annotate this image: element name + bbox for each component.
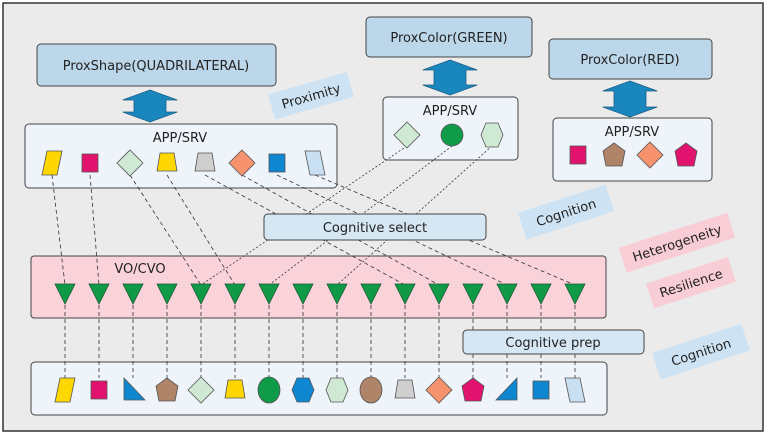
- resource-pentagon-icon: [461, 377, 485, 402]
- app-left-parallelogram-icon: [41, 150, 63, 176]
- vo-node-triangle-icon: [292, 283, 314, 305]
- app-left-parallelogram-r-icon: [304, 150, 326, 176]
- app-left-trapezoid-icon: [156, 152, 178, 172]
- svg-text:APP/SRV: APP/SRV: [153, 131, 208, 146]
- app-green-hexagon-icon: [480, 122, 504, 148]
- resource-pentagon-icon: [155, 377, 179, 402]
- resource-parallelogram-icon: [54, 377, 76, 403]
- svg-text:ProxColor(GREEN): ProxColor(GREEN): [390, 31, 507, 46]
- vo-node-triangle-icon: [462, 283, 484, 305]
- resource-ellipse-icon: [359, 376, 383, 404]
- app-red-diamond-icon: [636, 141, 664, 169]
- resource-square-icon: [90, 380, 108, 400]
- resource-trapezoid-icon: [224, 379, 246, 399]
- cognitive-prep-box: Cognitive prep: [462, 329, 645, 355]
- app-srv-box-left: APP/SRV: [24, 123, 338, 189]
- vo-node-triangle-icon: [564, 283, 586, 305]
- vo-node-triangle-icon: [122, 283, 144, 305]
- shape-mapping-line: [51, 174, 66, 286]
- proxcolor-red-box: ProxColor(RED): [548, 38, 713, 80]
- app-left-trapezoid-icon: [194, 152, 216, 172]
- resource-ltriangle-icon: [495, 377, 518, 401]
- resource-pool-box: [30, 361, 608, 416]
- vo-node-triangle-icon: [88, 283, 110, 305]
- cognitive-select-box: Cognitive select: [263, 213, 487, 241]
- resource-trapezoid-icon: [394, 379, 416, 399]
- shape-mapping-line: [129, 174, 202, 286]
- shape-mapping-line: [166, 174, 236, 286]
- double-arrow-icon: [122, 89, 178, 123]
- shape-mapping-line: [89, 174, 100, 286]
- resource-hexagon-icon: [291, 377, 315, 403]
- app-left-square-icon: [268, 153, 286, 173]
- vo-node-triangle-icon: [156, 283, 178, 305]
- vo-node-triangle-icon: [496, 283, 518, 305]
- vo-node-triangle-icon: [530, 283, 552, 305]
- proxshape-box: ProxShape(QUADRILATERAL): [36, 43, 277, 87]
- app-red-square-icon: [569, 145, 587, 165]
- app-left-square-icon: [81, 153, 99, 173]
- vo-node-triangle-icon: [224, 283, 246, 305]
- vo-node-triangle-icon: [258, 283, 280, 305]
- resource-diamond-icon: [425, 376, 453, 404]
- app-left-diamond-icon: [228, 149, 256, 177]
- svg-text:Cognitive prep: Cognitive prep: [505, 336, 600, 351]
- svg-text:APP/SRV: APP/SRV: [423, 104, 478, 119]
- resource-hexagon-icon: [325, 377, 349, 403]
- svg-text:APP/SRV: APP/SRV: [605, 125, 660, 140]
- svg-text:ProxColor(RED): ProxColor(RED): [580, 53, 679, 68]
- resource-square-icon: [532, 380, 550, 400]
- svg-text:Cognitive select: Cognitive select: [323, 221, 427, 236]
- resource-ellipse-icon: [257, 376, 281, 404]
- vo-node-triangle-icon: [54, 283, 76, 305]
- app-red-pentagon-icon: [674, 142, 698, 167]
- vo-cvo-box: VO/CVO: [30, 255, 607, 319]
- vo-node-triangle-icon: [190, 283, 212, 305]
- app-green-diamond-icon: [393, 121, 421, 149]
- proxcolor-green-box: ProxColor(GREEN): [365, 16, 533, 58]
- app-left-diamond-icon: [116, 149, 144, 177]
- svg-text:ProxShape(QUADRILATERAL): ProxShape(QUADRILATERAL): [63, 59, 250, 74]
- double-arrow-icon: [422, 59, 478, 96]
- resource-parallelogram-r-icon: [564, 377, 586, 403]
- resource-diamond-icon: [187, 376, 215, 404]
- vo-node-triangle-icon: [428, 283, 450, 305]
- vo-node-triangle-icon: [360, 283, 382, 305]
- svg-text:VO/CVO: VO/CVO: [114, 262, 165, 277]
- vo-node-triangle-icon: [326, 283, 348, 305]
- app-green-circle-icon: [440, 123, 464, 147]
- app-srv-box-red: APP/SRV: [552, 117, 713, 182]
- vo-node-triangle-icon: [394, 283, 416, 305]
- app-red-pentagon-icon: [602, 142, 626, 167]
- resource-rtriangle-icon: [123, 377, 146, 401]
- double-arrow-icon: [602, 80, 658, 118]
